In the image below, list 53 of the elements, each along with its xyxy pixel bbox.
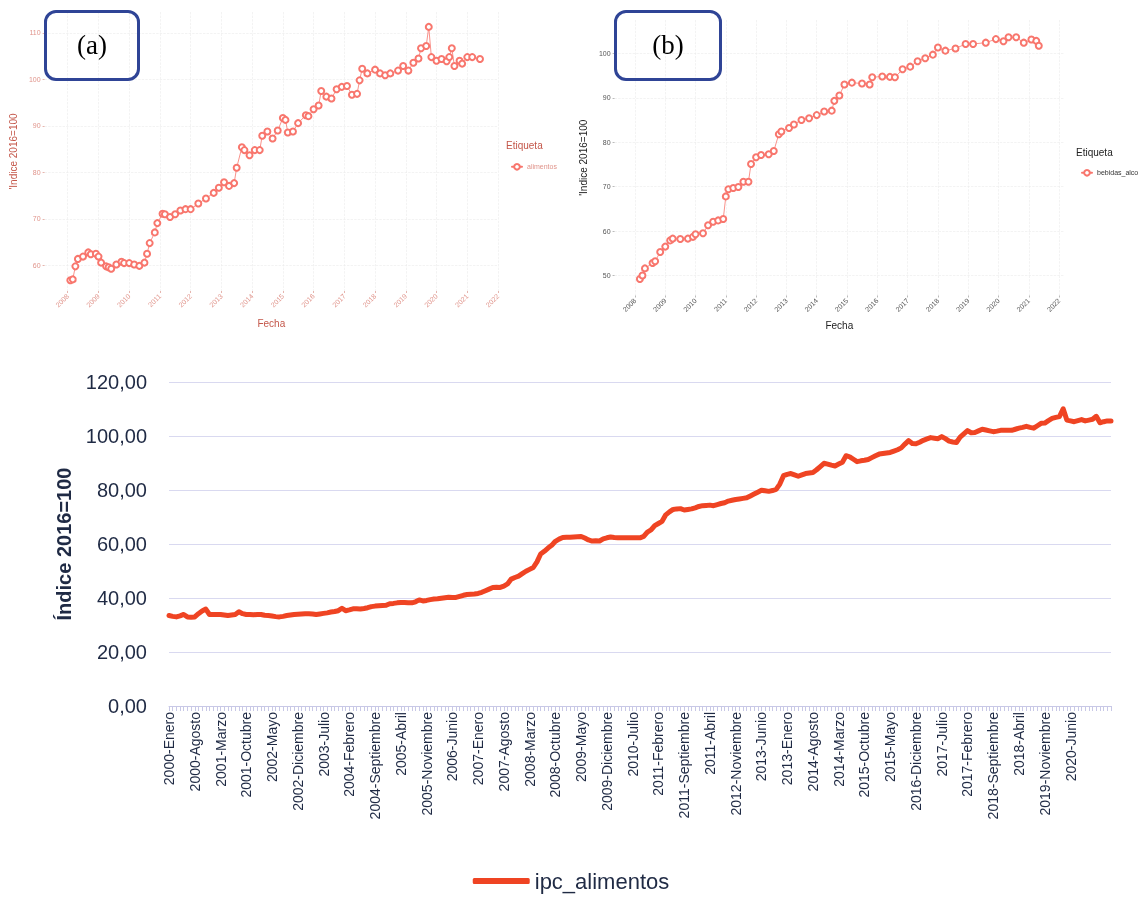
x-tick-label: 2013-Enero bbox=[779, 711, 796, 786]
x-tick-label: 2012-Noviembre bbox=[727, 711, 744, 816]
x-tick-label: 2004-Septiembre bbox=[367, 711, 384, 820]
x-tick-label: 2004-Febrero bbox=[341, 711, 358, 797]
y-tick-label: 20,00 bbox=[96, 641, 147, 663]
x-axis-title: Fecha bbox=[257, 317, 286, 329]
x-tick-label: 2001-Octubre bbox=[238, 711, 255, 798]
x-tick-label: 2008-Marzo bbox=[521, 711, 538, 787]
x-tick-label: 2015-Octubre bbox=[856, 711, 873, 798]
y-tick-label: 0,00 bbox=[108, 695, 147, 717]
x-tick-label: 2002-Diciembre bbox=[289, 711, 306, 811]
y-axis-title: 'Indice 2016=100 bbox=[7, 113, 19, 190]
x-tick-label: 2014-Marzo bbox=[830, 711, 847, 787]
annotation: (b) bbox=[652, 30, 684, 60]
x-tick-label: 2009-Mayo bbox=[573, 711, 590, 783]
x-tick-label: 2009-Diciembre bbox=[598, 711, 615, 811]
x-tick-label: 2018-Abril bbox=[1011, 712, 1028, 776]
x-tick-label: 2003-Julio bbox=[315, 711, 332, 777]
x-tick-label: 2011-Febrero bbox=[650, 711, 667, 796]
x-tick-label: 2002-Mayo bbox=[264, 711, 281, 783]
x-tick-label: 2020-Junio bbox=[1062, 711, 1079, 782]
y-tick-label: 40,00 bbox=[96, 587, 147, 609]
x-tick-label: 2015-Mayo bbox=[882, 711, 899, 783]
x-tick-label: 2014-Agosto bbox=[804, 711, 821, 792]
x-tick-label: 2001-Marzo bbox=[212, 711, 229, 787]
y-tick-label: 120,00 bbox=[85, 371, 147, 393]
x-tick-label: 2006-Junio bbox=[444, 711, 461, 782]
x-tick-label: 2000-Enero bbox=[161, 711, 177, 786]
y-tick-label: 60,00 bbox=[96, 533, 147, 555]
annotation: (a) bbox=[77, 30, 107, 60]
x-axis-title: Fecha bbox=[825, 319, 854, 331]
y-tick-label: 80,00 bbox=[96, 479, 147, 501]
x-tick-label: 2000-Agosto bbox=[186, 711, 203, 792]
x-tick-label: 2019-Noviembre bbox=[1036, 711, 1053, 816]
x-tick-label: 2010-Julio bbox=[624, 711, 641, 777]
legend-label: ipc_alimentos bbox=[534, 868, 670, 894]
y-axis-title: Índice 2016=100 bbox=[53, 467, 75, 621]
y-tick-label: 100,00 bbox=[85, 425, 147, 447]
legend-title: Etiqueta bbox=[506, 139, 544, 151]
x-tick-label: 2007-Enero bbox=[470, 711, 487, 786]
legend-title: Etiqueta bbox=[1076, 146, 1114, 158]
x-tick-label: 2011-Abril bbox=[701, 712, 718, 775]
x-tick-label: 2013-Junio bbox=[753, 711, 770, 782]
x-tick-label: 2007-Agosto bbox=[495, 711, 512, 792]
y-axis-title: 'Indice 2016=100 bbox=[577, 119, 589, 196]
x-tick-label: 2016-Diciembre bbox=[907, 711, 924, 811]
x-tick-label: 2008-Octubre bbox=[547, 711, 564, 798]
x-tick-label: 2017-Julio bbox=[933, 711, 950, 777]
x-tick-label: 2018-Septiembre bbox=[985, 711, 1002, 820]
x-tick-label: 2005-Noviembre bbox=[418, 711, 435, 816]
x-tick-label: 2011-Septiembre bbox=[676, 711, 693, 819]
x-tick-label: 2017-Febrero bbox=[959, 711, 976, 797]
x-tick-label: 2005-Abril bbox=[392, 712, 409, 776]
